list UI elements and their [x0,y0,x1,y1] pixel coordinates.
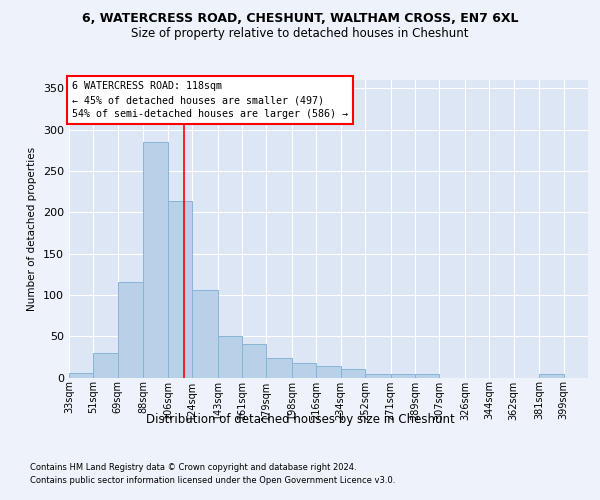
Bar [192,290,218,378]
Bar [266,358,292,378]
Bar [167,202,192,378]
Text: Distribution of detached houses by size in Cheshunt: Distribution of detached houses by size … [146,412,454,426]
Bar [292,364,316,378]
Text: 6, WATERCRESS ROAD, CHESHUNT, WALTHAM CROSS, EN7 6XL: 6, WATERCRESS ROAD, CHESHUNT, WALTHAM CR… [82,12,518,26]
Bar [218,336,242,378]
Bar [539,374,563,378]
Bar [415,374,439,378]
Bar [94,352,118,378]
Bar [143,142,167,378]
Bar [341,369,365,378]
Bar [118,282,143,378]
Bar [242,344,266,378]
Text: Contains HM Land Registry data © Crown copyright and database right 2024.: Contains HM Land Registry data © Crown c… [30,462,356,471]
Y-axis label: Number of detached properties: Number of detached properties [28,146,37,311]
Text: Size of property relative to detached houses in Cheshunt: Size of property relative to detached ho… [131,28,469,40]
Bar [365,374,391,378]
Bar [391,374,415,378]
Text: Contains public sector information licensed under the Open Government Licence v3: Contains public sector information licen… [30,476,395,485]
Text: 6 WATERCRESS ROAD: 118sqm
← 45% of detached houses are smaller (497)
54% of semi: 6 WATERCRESS ROAD: 118sqm ← 45% of detac… [71,82,347,120]
Bar [316,366,341,378]
Bar [69,374,94,378]
